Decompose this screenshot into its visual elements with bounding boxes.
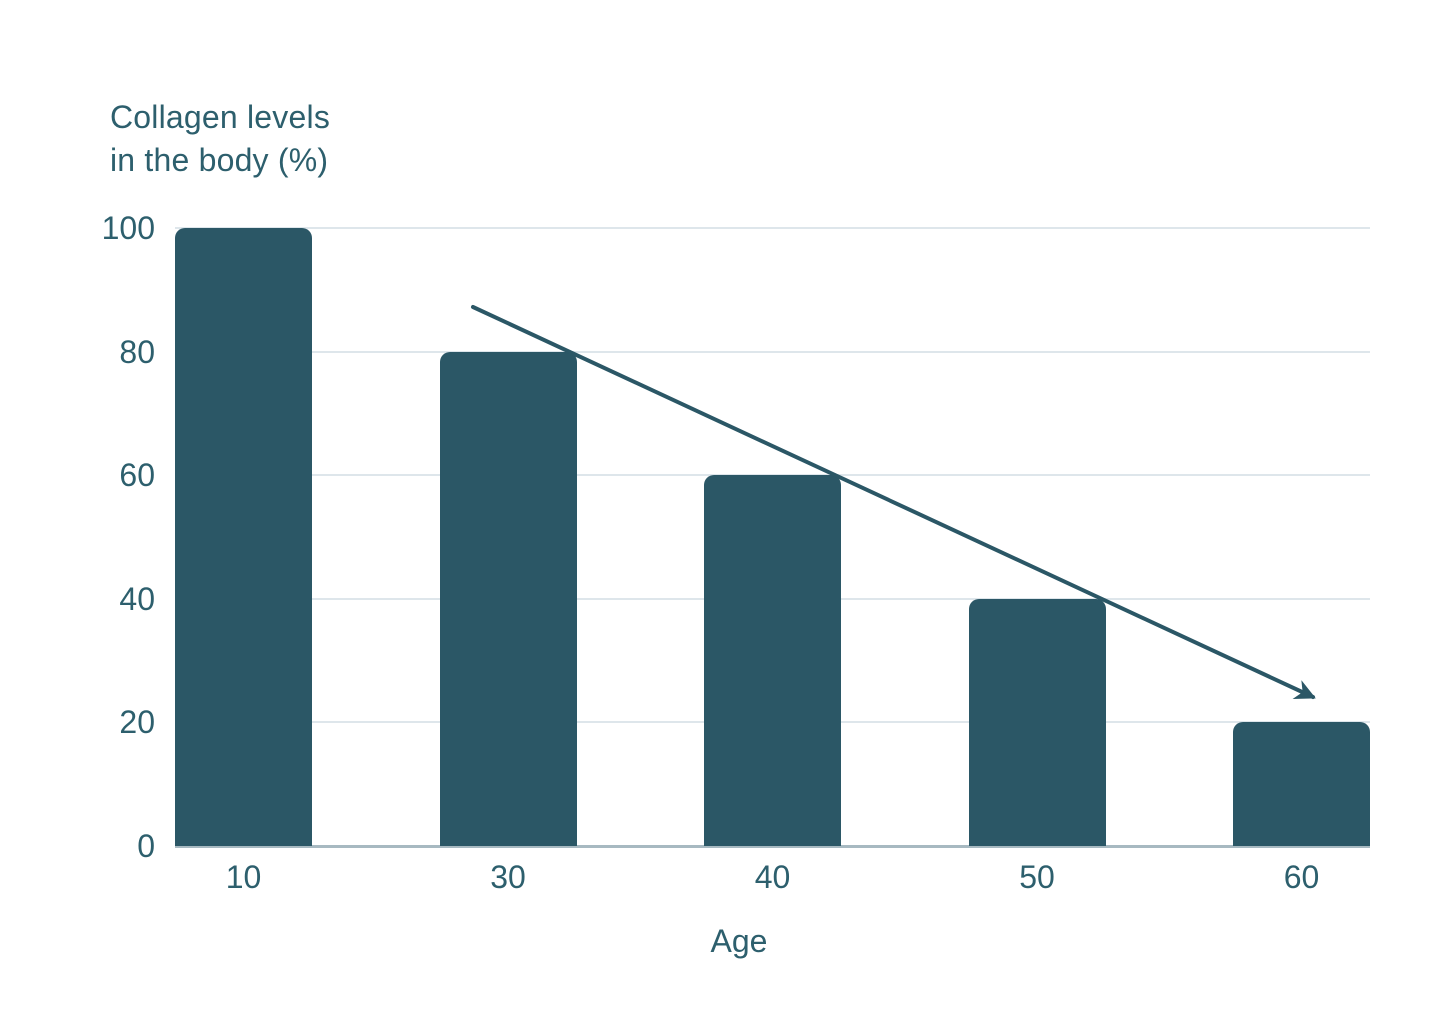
y-tick-label: 100 bbox=[101, 210, 155, 246]
x-tick-label: 10 bbox=[225, 859, 262, 895]
chart-title-line-1: Collagen levels bbox=[110, 99, 331, 135]
y-tick-label: 80 bbox=[119, 333, 155, 370]
x-axis-title: Age bbox=[710, 923, 768, 959]
x-tick-label: 50 bbox=[1019, 859, 1055, 895]
gridline bbox=[175, 227, 1370, 229]
chart-title: Collagen levels in the body (%) bbox=[110, 96, 330, 182]
bar bbox=[1233, 722, 1370, 846]
gridline bbox=[175, 350, 1370, 353]
bar bbox=[439, 351, 577, 846]
y-tick-label: 40 bbox=[119, 580, 155, 617]
bar bbox=[175, 228, 312, 846]
x-tick-label: 30 bbox=[490, 859, 526, 895]
chart-title-line-2: in the body (%) bbox=[110, 142, 329, 178]
y-tick-label: 20 bbox=[119, 704, 155, 741]
bar bbox=[704, 475, 841, 846]
x-tick-label: 60 bbox=[1283, 859, 1320, 895]
y-tick-label: 60 bbox=[119, 457, 155, 494]
trend-arrow-line bbox=[471, 305, 1316, 699]
x-tick-label: 40 bbox=[754, 859, 791, 895]
x-axis-line bbox=[175, 845, 1370, 848]
y-tick-label: 0 bbox=[137, 828, 155, 864]
bar bbox=[968, 598, 1106, 846]
